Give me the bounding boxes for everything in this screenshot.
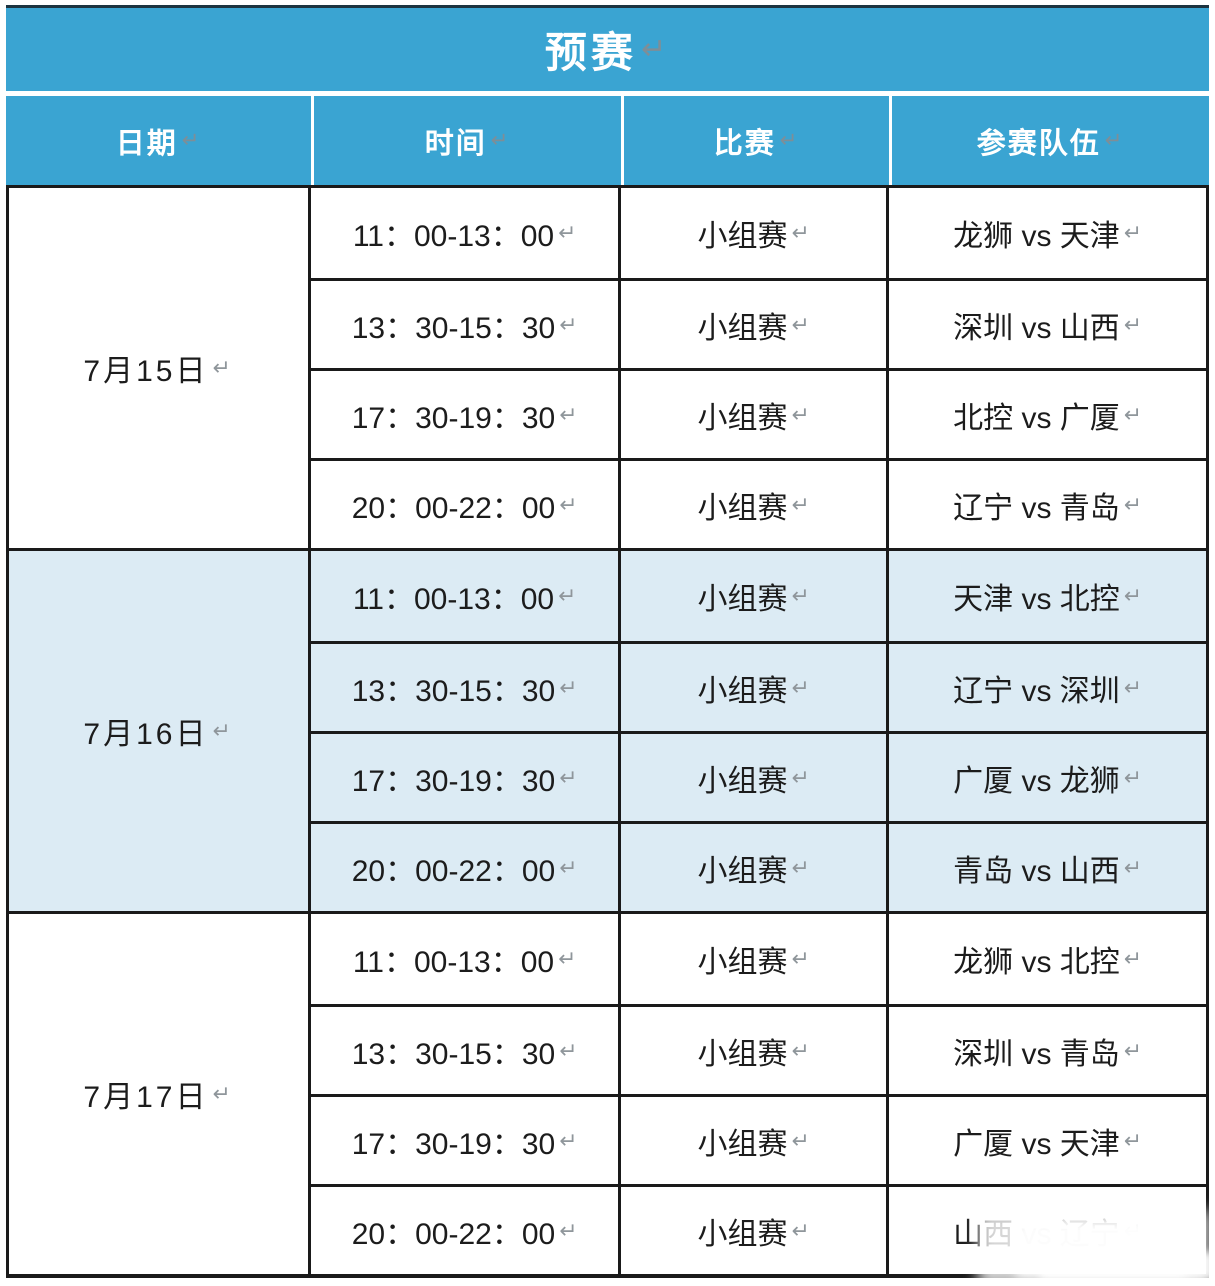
teams-cell: 辽宁 vs 深圳 ↵ xyxy=(886,641,1206,731)
return-mark-icon: ↵ xyxy=(791,674,810,700)
date-cell: 7月16日 ↵ xyxy=(83,718,234,751)
time-cell: 11：00-13：00 ↵ xyxy=(308,914,618,1004)
return-mark-icon: ↵ xyxy=(791,946,810,971)
teams-cell-smudged: 山西 vs 辽宁 ↵ xyxy=(886,1184,1210,1286)
return-mark-icon: ↵ xyxy=(559,491,578,517)
return-mark-icon: ↵ xyxy=(181,129,202,152)
return-mark-icon: ↵ xyxy=(1123,583,1142,608)
return-mark-icon: ↵ xyxy=(791,401,810,427)
return-mark-icon: ↵ xyxy=(559,764,578,790)
section-jul-16: 7月16日 ↵ 11：00-13：00 ↵ 小组赛 ↵ 天津 vs 北控 ↵ 13：30… xyxy=(9,548,1206,911)
table-title-text: 预赛 xyxy=(544,29,637,76)
return-mark-icon: ↵ xyxy=(1123,764,1142,790)
return-mark-icon: ↵ xyxy=(490,129,511,152)
match-cell: 小组赛 ↵ xyxy=(618,551,886,641)
section-jul-17: 7月17日 ↵ 11：00-13：00 ↵ 小组赛 ↵ 龙狮 vs 北控 ↵ 13：30… xyxy=(9,911,1210,1286)
time-cell: 13：30-15：30 ↵ xyxy=(308,278,618,368)
return-mark-icon: ↵ xyxy=(1123,220,1142,245)
match-cell: 小组赛 ↵ xyxy=(618,458,886,548)
return-mark-icon: ↵ xyxy=(212,718,234,743)
return-mark-icon: ↵ xyxy=(212,1081,234,1106)
schedule-table: 预赛 ↵ 日期 ↵ 时间 ↵ 比赛 ↵ 参赛队伍 ↵ 7月15日 ↵ 11：00-13：00… xyxy=(6,5,1210,1286)
return-mark-icon: ↵ xyxy=(558,220,577,245)
teams-cell: 龙狮 vs 天津 ↵ xyxy=(886,188,1206,278)
match-cell: 小组赛 ↵ xyxy=(618,821,886,911)
time-cell: 20：00-22：00 ↵ xyxy=(308,458,618,548)
time-cell: 17：30-19：30 ↵ xyxy=(308,368,618,458)
column-header-teams: 参赛队伍 ↵ xyxy=(889,96,1209,185)
return-mark-icon: ↵ xyxy=(791,1127,810,1153)
match-cell: 小组赛 ↵ xyxy=(618,278,886,368)
return-mark-icon: ↵ xyxy=(559,401,578,427)
teams-cell: 北控 vs 广厦 ↵ xyxy=(886,368,1206,458)
teams-cell: 广厦 vs 龙狮 ↵ xyxy=(886,731,1206,821)
return-mark-icon: ↵ xyxy=(1123,946,1142,971)
return-mark-icon: ↵ xyxy=(559,854,578,880)
return-mark-icon: ↵ xyxy=(558,946,577,971)
return-mark-icon: ↵ xyxy=(559,1217,578,1243)
time-cell: 13：30-15：30 ↵ xyxy=(308,1004,618,1094)
return-mark-icon: ↵ xyxy=(1123,401,1142,427)
time-cell: 11：00-13：00 ↵ xyxy=(308,188,618,278)
return-mark-icon: ↵ xyxy=(791,220,810,245)
match-cell: 小组赛 ↵ xyxy=(618,914,886,1004)
column-header-date: 日期 ↵ xyxy=(115,127,202,160)
return-mark-icon: ↵ xyxy=(1104,129,1125,152)
table-title: 预赛 ↵ xyxy=(6,5,1209,91)
date-cell: 7月17日 ↵ xyxy=(83,1081,234,1114)
teams-cell: 青岛 vs 山西 ↵ xyxy=(886,821,1206,911)
teams-cell: 天津 vs 北控 ↵ xyxy=(886,551,1206,641)
return-mark-icon: ↵ xyxy=(1123,1217,1142,1243)
table-body: 7月15日 ↵ 11：00-13：00 ↵ 小组赛 ↵ 龙狮 vs 天津 ↵ 13：30… xyxy=(6,185,1210,1286)
return-mark-icon: ↵ xyxy=(791,854,810,880)
return-mark-icon: ↵ xyxy=(791,1217,810,1243)
return-mark-icon: ↵ xyxy=(1123,1037,1142,1063)
return-mark-icon: ↵ xyxy=(559,311,578,337)
match-cell: 小组赛 ↵ xyxy=(618,188,886,278)
return-mark-icon: ↵ xyxy=(212,355,234,380)
match-cell: 小组赛 ↵ xyxy=(618,368,886,458)
return-mark-icon: ↵ xyxy=(559,1037,578,1063)
match-cell: 小组赛 ↵ xyxy=(618,1004,886,1094)
column-header-row: 日期 ↵ 时间 ↵ 比赛 ↵ 参赛队伍 ↵ xyxy=(6,96,1209,185)
teams-cell: 广厦 vs 天津 ↵ xyxy=(886,1094,1206,1184)
return-mark-icon: ↵ xyxy=(1123,491,1142,517)
return-mark-icon: ↵ xyxy=(1123,1127,1142,1153)
return-mark-icon: ↵ xyxy=(1123,311,1142,337)
teams-cell: 龙狮 vs 北控 ↵ xyxy=(886,914,1206,1004)
return-mark-icon: ↵ xyxy=(791,764,810,790)
return-mark-icon: ↵ xyxy=(559,1127,578,1153)
return-mark-icon: ↵ xyxy=(779,129,800,152)
match-cell: 小组赛 ↵ xyxy=(618,1094,886,1184)
teams-cell: 深圳 vs 青岛 ↵ xyxy=(886,1004,1206,1094)
time-cell: 17：30-19：30 ↵ xyxy=(308,1094,618,1184)
return-mark-icon: ↵ xyxy=(791,491,810,517)
return-mark-icon: ↵ xyxy=(558,583,577,608)
return-mark-icon: ↵ xyxy=(640,33,671,66)
return-mark-icon: ↵ xyxy=(1123,854,1142,880)
title-header-divider xyxy=(6,91,1209,96)
time-cell: 20：00-22：00 ↵ xyxy=(308,821,618,911)
match-cell: 小组赛 ↵ xyxy=(618,731,886,821)
match-cell: 小组赛 ↵ xyxy=(618,1184,886,1274)
date-cell: 7月15日 ↵ xyxy=(83,355,234,388)
column-header-time: 时间 ↵ xyxy=(311,96,621,185)
return-mark-icon: ↵ xyxy=(791,1037,810,1063)
section-jul-15: 7月15日 ↵ 11：00-13：00 ↵ 小组赛 ↵ 龙狮 vs 天津 ↵ 13：30… xyxy=(9,188,1206,548)
teams-cell: 辽宁 vs 青岛 ↵ xyxy=(886,458,1206,548)
return-mark-icon: ↵ xyxy=(791,583,810,608)
time-cell: 11：00-13：00 ↵ xyxy=(308,551,618,641)
time-cell: 20：00-22：00 ↵ xyxy=(308,1184,618,1274)
teams-cell: 深圳 vs 山西 ↵ xyxy=(886,278,1206,368)
column-header-match: 比赛 ↵ xyxy=(621,96,889,185)
match-cell: 小组赛 ↵ xyxy=(618,641,886,731)
time-cell: 17：30-19：30 ↵ xyxy=(308,731,618,821)
return-mark-icon: ↵ xyxy=(559,674,578,700)
time-cell: 13：30-15：30 ↵ xyxy=(308,641,618,731)
return-mark-icon: ↵ xyxy=(1123,674,1142,700)
return-mark-icon: ↵ xyxy=(791,311,810,337)
